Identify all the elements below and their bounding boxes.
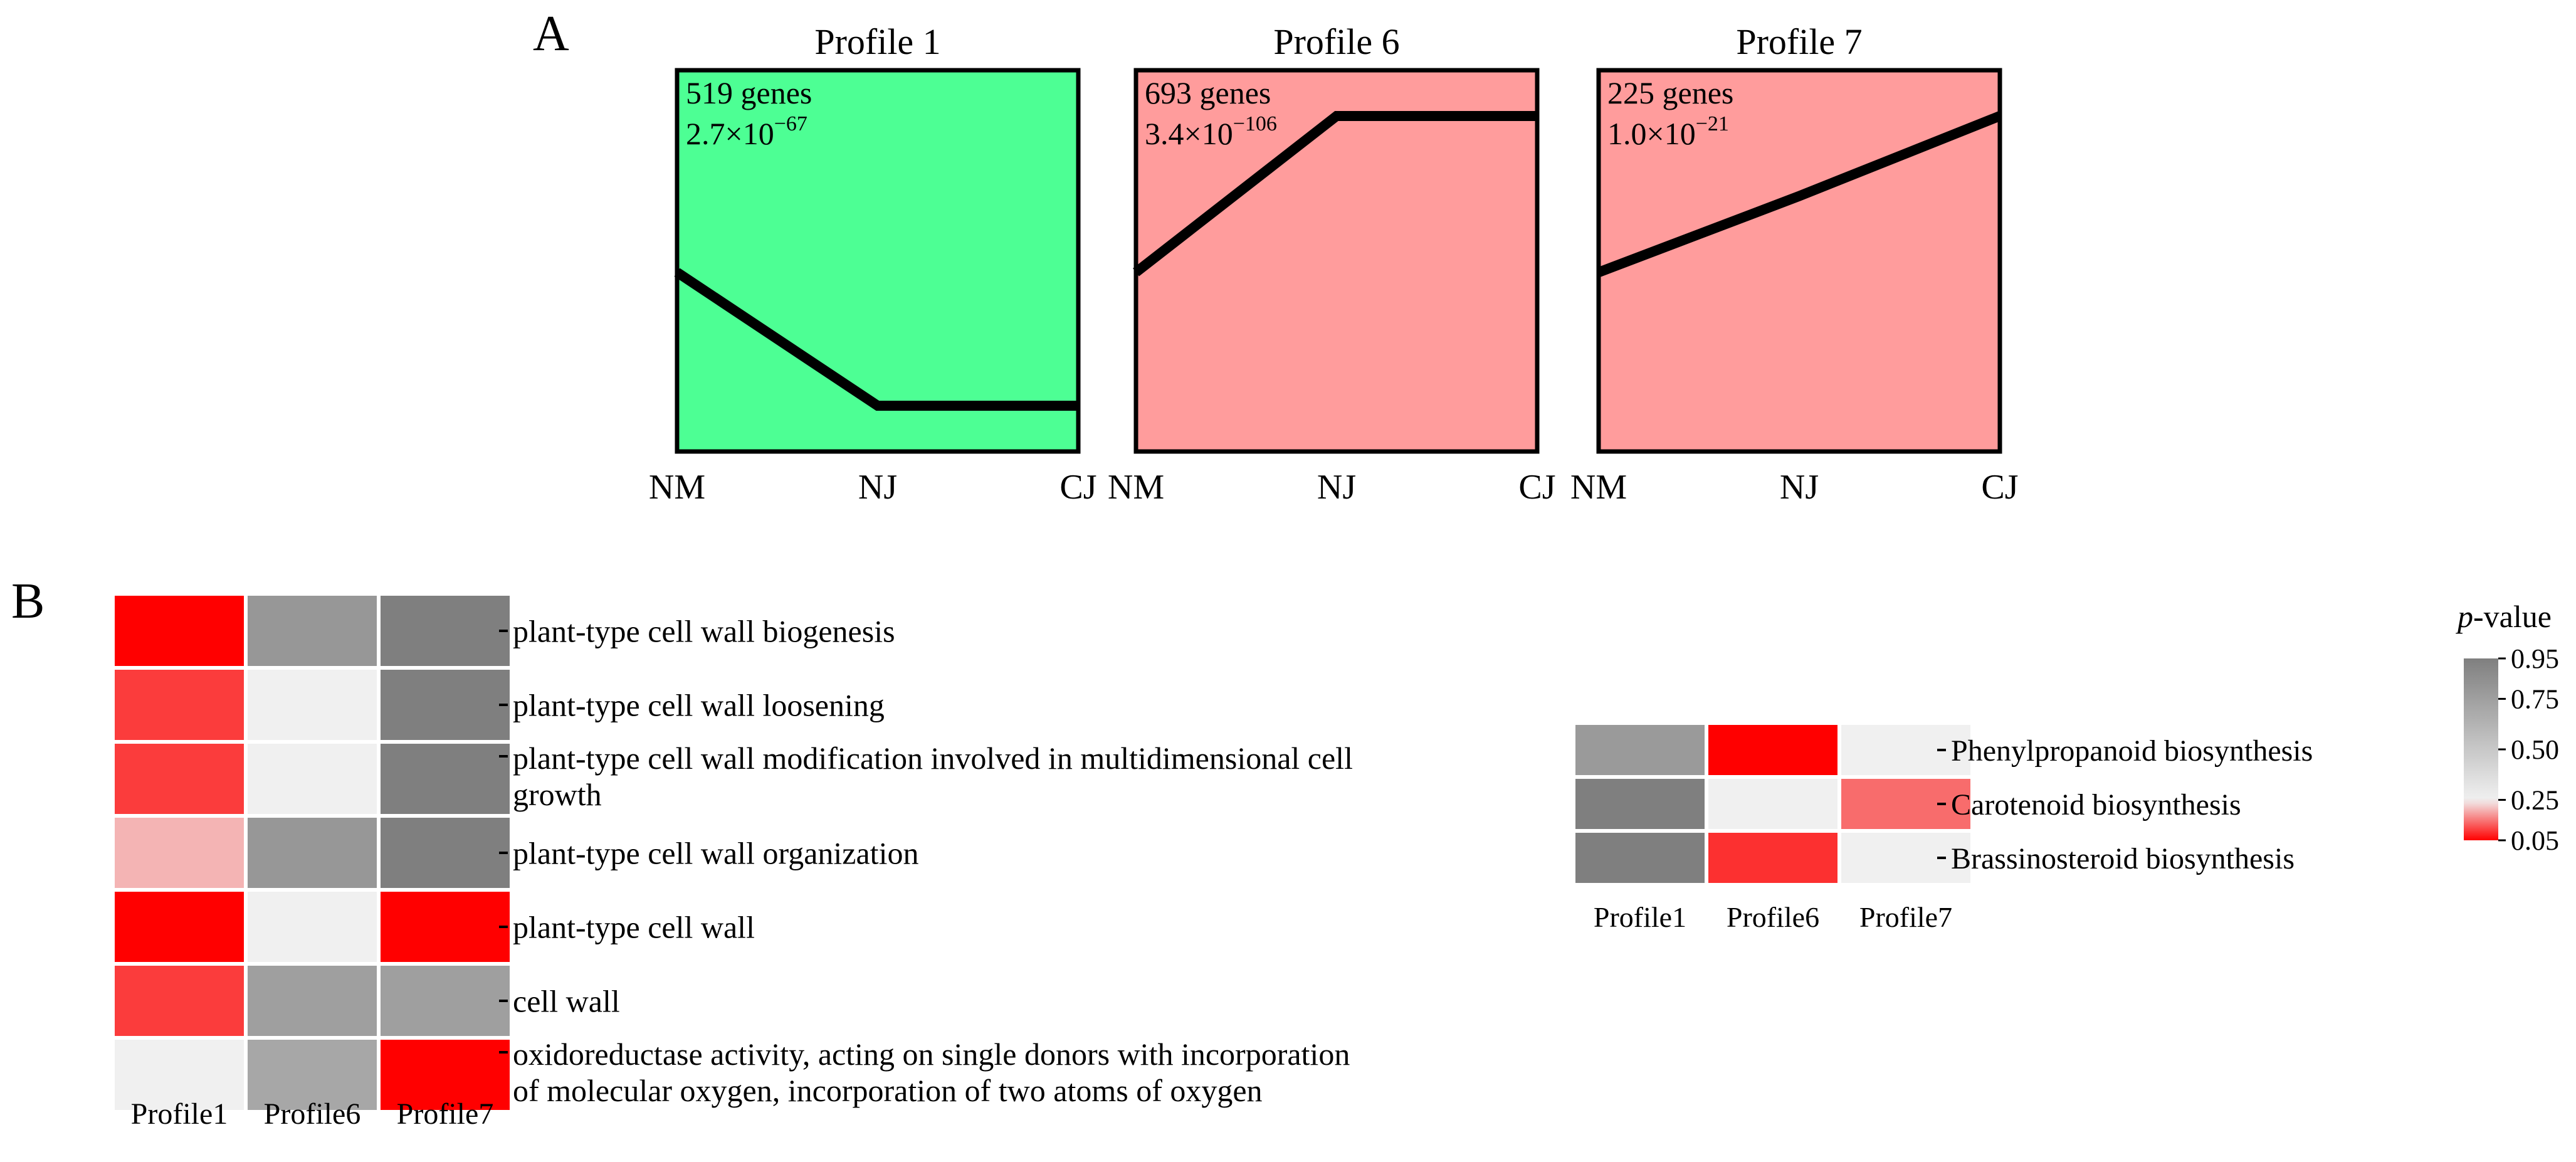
profile-box	[1133, 68, 1540, 454]
heatmap-cell	[111, 888, 248, 966]
row-label: plant-type cell wall biogenesis	[513, 614, 895, 649]
heatmap-cell	[111, 592, 248, 670]
column-label: Profile1	[1594, 901, 1686, 933]
p-value-base: 1.0×10	[1607, 116, 1696, 151]
x-tick-label: NJ	[1317, 468, 1356, 507]
panel-label-b: B	[11, 574, 45, 629]
legend-tick-label: 0.95	[2511, 643, 2559, 674]
heatmap-cell	[111, 1036, 248, 1114]
legend-title: p-value	[2456, 599, 2552, 634]
row-label: plant-type cell wall modification involv…	[513, 741, 1353, 776]
column-label: Profile6	[1727, 901, 1819, 933]
column-label: Profile6	[264, 1097, 361, 1131]
x-tick-label: NJ	[858, 468, 897, 507]
row-label: plant-type cell wall organization	[513, 836, 918, 871]
heatmap-cell	[244, 666, 381, 744]
profile-box	[675, 68, 1081, 454]
x-tick-label: CJ	[1059, 468, 1096, 507]
x-tick-label: NM	[1570, 468, 1627, 507]
row-label: oxidoreductase activity, acting on singl…	[513, 1037, 1350, 1072]
legend-colorbar	[2464, 658, 2498, 840]
heatmap-cell	[1705, 775, 1841, 833]
heatmap-cell	[1705, 829, 1841, 887]
heatmap-cell	[1572, 829, 1708, 887]
profile-title: Profile 7	[1736, 21, 1862, 62]
p-value-base: 3.4×10	[1145, 116, 1233, 151]
heatmap-cell	[244, 1036, 381, 1114]
heatmap-cell	[1705, 721, 1841, 779]
heatmap-cell	[111, 814, 248, 892]
heatmap-cell	[1572, 721, 1708, 779]
heatmap-cell	[377, 592, 513, 670]
heatmap-cell	[111, 962, 248, 1040]
row-label: Brassinosteroid biosynthesis	[1951, 842, 2295, 875]
heatmap-cell	[244, 962, 381, 1040]
gene-count: 225 genes	[1607, 75, 1733, 110]
heatmap-cell	[1837, 775, 1974, 833]
p-value-exponent: −21	[1696, 112, 1729, 135]
p-value-text: 1.0×10−21	[1607, 112, 1729, 151]
row-label: plant-type cell wall	[513, 910, 755, 945]
heatmap-cell	[377, 1036, 513, 1114]
profile-line	[1133, 110, 1537, 277]
profile-line	[1597, 111, 2002, 277]
heatmap-cell	[111, 740, 248, 818]
x-tick-label: NJ	[1780, 468, 1819, 507]
x-tick-label: CJ	[1981, 468, 2018, 507]
x-tick-label: NM	[1108, 468, 1164, 507]
p-value-text: 3.4×10−106	[1145, 112, 1277, 151]
heatmap-cell	[1572, 775, 1708, 833]
p-value-base: 2.7×10	[686, 116, 774, 151]
go-heatmap: plant-type cell wall biogenesis plant-typ…	[111, 592, 1353, 1131]
row-label: plant-type cell wall loosening	[513, 688, 885, 723]
kegg-heatmap: Phenylpropanoid biosynthesis Carotenoid b…	[1572, 721, 2313, 933]
heatmap-cell	[377, 740, 513, 818]
heatmap-cell	[244, 888, 381, 966]
legend-tick-label: 0.25	[2511, 785, 2559, 816]
row-label: Carotenoid biosynthesis	[1951, 788, 2241, 821]
gene-count: 693 genes	[1145, 75, 1271, 110]
profile-title: Profile 6	[1273, 21, 1399, 62]
legend-title-italic: p	[2456, 599, 2473, 634]
legend-tick-label: 0.75	[2511, 684, 2559, 714]
row-label: cell wall	[513, 984, 620, 1019]
heatmap-cell	[244, 740, 381, 818]
heatmap-cell	[377, 666, 513, 744]
legend-tick-label: 0.05	[2511, 825, 2559, 856]
p-value-legend: p-value 0.95 0.75 0.50 0.25 0.05	[2456, 599, 2559, 856]
heatmap-cell	[377, 888, 513, 966]
row-label: Phenylpropanoid biosynthesis	[1951, 734, 2313, 768]
legend-tick-label: 0.50	[2511, 734, 2559, 765]
p-value-exponent: −67	[774, 112, 807, 135]
column-label: Profile1	[131, 1097, 228, 1131]
profile-box	[1596, 68, 2002, 454]
row-label: growth	[513, 777, 602, 812]
heatmap-cell	[377, 962, 513, 1040]
p-value-text: 2.7×10−67	[686, 112, 807, 151]
heatmap-cell	[1837, 829, 1974, 887]
heatmap-cell	[244, 592, 381, 670]
x-tick-label: NM	[649, 468, 705, 507]
x-tick-label: CJ	[1518, 468, 1555, 507]
profile-line	[674, 268, 1078, 411]
row-label: of molecular oxygen, incorporation of tw…	[513, 1073, 1263, 1108]
panel-label-a: A	[533, 6, 569, 61]
gene-count: 519 genes	[686, 75, 812, 110]
heatmap-cell	[377, 814, 513, 892]
heatmap-cell	[111, 666, 248, 744]
p-value-exponent: −106	[1233, 112, 1277, 135]
profile-title: Profile 1	[814, 21, 940, 62]
column-label: Profile7	[397, 1097, 494, 1131]
heatmap-cell	[244, 814, 381, 892]
column-label: Profile7	[1859, 901, 1952, 933]
legend-title-rest: -value	[2473, 599, 2552, 634]
